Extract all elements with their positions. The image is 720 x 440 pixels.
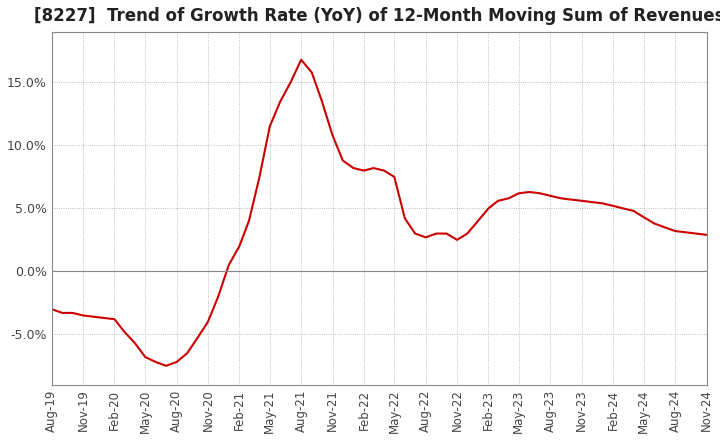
- Title: [8227]  Trend of Growth Rate (YoY) of 12-Month Moving Sum of Revenues: [8227] Trend of Growth Rate (YoY) of 12-…: [34, 7, 720, 25]
